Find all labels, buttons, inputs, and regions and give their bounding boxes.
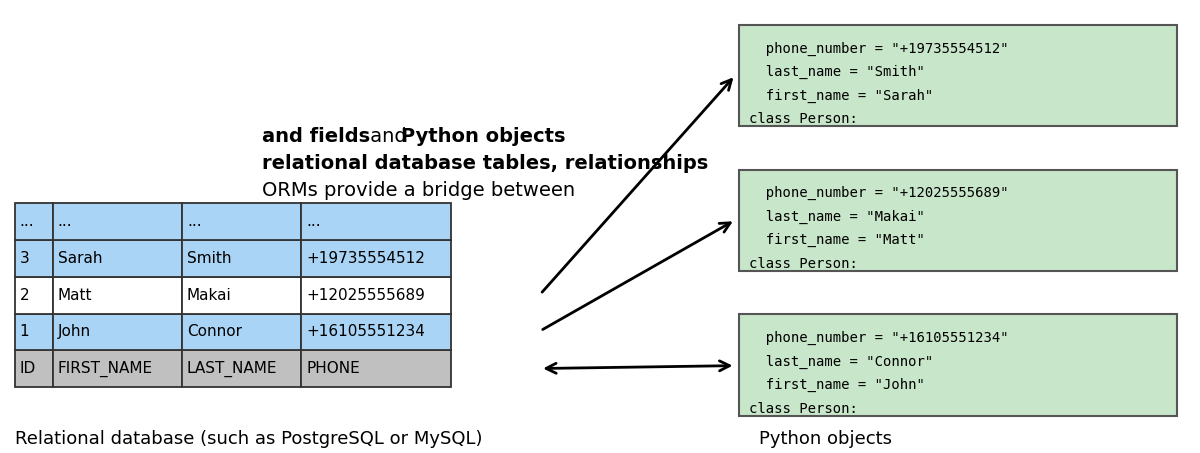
Text: Matt: Matt: [58, 288, 92, 303]
Bar: [14, 240, 53, 277]
Text: relational database tables, relationships: relational database tables, relationship…: [262, 154, 708, 173]
Bar: [53, 203, 182, 240]
Bar: [14, 350, 53, 387]
Text: ...: ...: [187, 214, 202, 229]
Text: phone_number = "+12025555689": phone_number = "+12025555689": [749, 186, 1009, 200]
Bar: [53, 277, 182, 313]
Text: 2: 2: [19, 288, 29, 303]
Text: class Person:: class Person:: [749, 112, 858, 126]
Bar: [53, 350, 182, 387]
Text: phone_number = "+16105551234": phone_number = "+16105551234": [749, 331, 1009, 345]
Bar: [301, 313, 451, 350]
Text: class Person:: class Person:: [749, 402, 858, 416]
Bar: [53, 240, 182, 277]
Text: +12025555689: +12025555689: [306, 288, 425, 303]
Text: and: and: [364, 127, 413, 146]
Text: ...: ...: [58, 214, 72, 229]
Text: Makai: Makai: [187, 288, 232, 303]
Bar: [182, 240, 301, 277]
Text: last_name = "Makai": last_name = "Makai": [749, 210, 925, 224]
Bar: [301, 277, 451, 313]
Bar: [739, 25, 1177, 126]
Text: ID: ID: [19, 361, 36, 376]
Text: last_name = "Connor": last_name = "Connor": [749, 355, 934, 369]
Bar: [182, 313, 301, 350]
Text: first_name = "John": first_name = "John": [749, 378, 925, 392]
Text: Smith: Smith: [187, 251, 232, 266]
Text: +16105551234: +16105551234: [306, 324, 425, 339]
Bar: [182, 203, 301, 240]
Text: LAST_NAME: LAST_NAME: [187, 361, 277, 376]
Bar: [301, 240, 451, 277]
Bar: [14, 203, 53, 240]
Text: PHONE: PHONE: [306, 361, 360, 376]
Bar: [182, 350, 301, 387]
Text: first_name = "Sarah": first_name = "Sarah": [749, 89, 934, 103]
Text: 1: 1: [19, 324, 29, 339]
Text: Relational database (such as PostgreSQL or MySQL): Relational database (such as PostgreSQL …: [14, 430, 482, 448]
Text: 3: 3: [19, 251, 30, 266]
Text: Python objects: Python objects: [401, 127, 565, 146]
Text: +19735554512: +19735554512: [306, 251, 425, 266]
Bar: [739, 170, 1177, 271]
Text: Connor: Connor: [187, 324, 242, 339]
Text: FIRST_NAME: FIRST_NAME: [58, 361, 152, 376]
Text: phone_number = "+19735554512": phone_number = "+19735554512": [749, 42, 1009, 56]
Bar: [301, 350, 451, 387]
Text: and fields: and fields: [262, 127, 370, 146]
Text: ...: ...: [19, 214, 35, 229]
Bar: [739, 314, 1177, 416]
Bar: [182, 277, 301, 313]
Text: ...: ...: [306, 214, 320, 229]
Text: class Person:: class Person:: [749, 257, 858, 271]
Bar: [14, 313, 53, 350]
Text: Sarah: Sarah: [58, 251, 102, 266]
Text: Python objects: Python objects: [760, 430, 893, 448]
Bar: [14, 277, 53, 313]
Text: John: John: [58, 324, 91, 339]
Text: last_name = "Smith": last_name = "Smith": [749, 65, 925, 79]
Text: ORMs provide a bridge between: ORMs provide a bridge between: [262, 181, 575, 200]
Text: first_name = "Matt": first_name = "Matt": [749, 233, 925, 247]
Bar: [301, 203, 451, 240]
Bar: [53, 313, 182, 350]
